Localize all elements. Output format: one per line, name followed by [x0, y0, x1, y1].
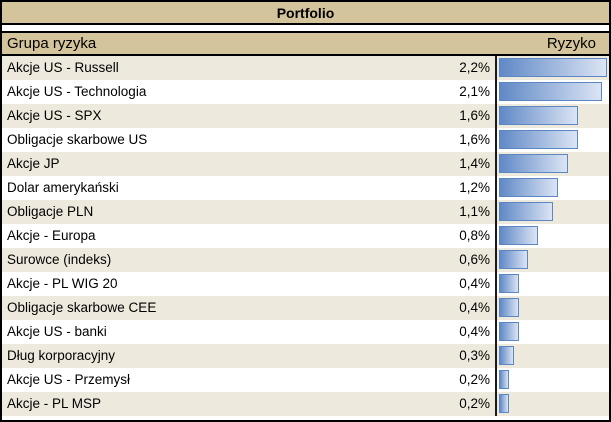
risk-data-bar [499, 106, 578, 125]
data-bar-cell [495, 80, 609, 104]
risk-data-bar [499, 346, 514, 365]
risk-group-label: Akcje - Europa [7, 228, 96, 243]
table-row: Akcje US - banki 0,4% [2, 320, 609, 344]
risk-value: 0,6% [459, 252, 490, 267]
table-row: Dolar amerykański 1,2% [2, 176, 609, 200]
column-header-risk: Ryzyko [546, 35, 596, 52]
data-bar-cell [495, 224, 609, 248]
risk-data-bar [499, 202, 554, 221]
data-bar-cell [495, 56, 609, 80]
table-row: Akcje US - Przemysł 0,2% [2, 368, 609, 392]
table-row: Akcje - Europa 0,8% [2, 224, 609, 248]
risk-value: 2,2% [459, 60, 490, 75]
header-spacer [2, 25, 609, 33]
risk-value: 1,2% [459, 180, 490, 195]
risk-value: 0,4% [459, 300, 490, 315]
risk-group-label: Obligacje skarbowe US [7, 132, 148, 147]
risk-group-label: Dolar amerykański [7, 180, 119, 195]
risk-group-label: Akcje JP [7, 156, 60, 171]
data-bar-cell [495, 248, 609, 272]
data-bar-cell [495, 152, 609, 176]
data-bar-cell [495, 320, 609, 344]
table-row: Akcje US - Russell 2,2% [2, 56, 609, 80]
data-bar-cell [495, 176, 609, 200]
risk-data-bar [499, 130, 578, 149]
risk-group-label: Akcje US - Technologia [7, 84, 147, 99]
data-bar-cell [495, 368, 609, 392]
data-bar-cell [495, 200, 609, 224]
risk-value: 1,1% [459, 204, 490, 219]
column-header-group: Grupa ryzyka [7, 35, 97, 52]
risk-data-bar [499, 274, 519, 293]
risk-group-label: Akcje US - banki [7, 324, 107, 339]
risk-value: 0,2% [459, 396, 490, 411]
data-bar-cell [495, 296, 609, 320]
table-row: Akcje US - Technologia 2,1% [2, 80, 609, 104]
risk-data-bar [499, 58, 608, 77]
risk-value: 0,3% [459, 348, 490, 363]
risk-data-bar [499, 250, 529, 269]
risk-data-bar [499, 178, 558, 197]
table-row: Obligacje PLN 1,1% [2, 200, 609, 224]
data-bar-cell [495, 104, 609, 128]
table-column-header: Grupa ryzyka Ryzyko [2, 33, 609, 56]
risk-group-label: Akcje - PL MSP [7, 396, 102, 411]
table-row: Akcje JP 1,4% [2, 152, 609, 176]
risk-group-label: Akcje US - Russell [7, 60, 119, 75]
risk-data-bar [499, 298, 519, 317]
risk-data-bar [499, 154, 568, 173]
table-row: Surowce (indeks) 0,6% [2, 248, 609, 272]
table-row: Obligacje skarbowe US 1,6% [2, 128, 609, 152]
risk-value: 0,8% [459, 228, 490, 243]
risk-group-label: Akcje - PL WIG 20 [7, 276, 118, 291]
risk-group-label: Akcje US - Przemysł [7, 372, 131, 387]
page-title: Portfolio [2, 2, 609, 25]
table-row: Obligacje skarbowe CEE 0,4% [2, 296, 609, 320]
risk-value: 1,4% [459, 156, 490, 171]
risk-group-label: Obligacje skarbowe CEE [7, 300, 157, 315]
risk-value: 0,4% [459, 276, 490, 291]
risk-group-label: Akcje US - SPX [7, 108, 102, 123]
risk-group-label: Dług korporacyjny [7, 348, 116, 363]
data-bar-cell [495, 344, 609, 368]
risk-data-bar [499, 82, 603, 101]
table-row: Akcje US - SPX 1,6% [2, 104, 609, 128]
risk-value: 1,6% [459, 108, 490, 123]
risk-group-label: Obligacje PLN [7, 204, 94, 219]
risk-value: 2,1% [459, 84, 490, 99]
data-bar-cell [495, 272, 609, 296]
table-row: Akcje - PL WIG 20 0,4% [2, 272, 609, 296]
risk-data-bar [499, 370, 509, 389]
risk-value: 0,4% [459, 324, 490, 339]
risk-value: 0,2% [459, 372, 490, 387]
risk-data-bar [499, 394, 509, 413]
risk-data-bar [499, 322, 519, 341]
table-body: Akcje US - Russell 2,2% Akcje US - Techn… [2, 56, 609, 416]
risk-group-label: Surowce (indeks) [7, 252, 112, 267]
risk-data-bar [499, 226, 539, 245]
table-row: Dług korporacyjny 0,3% [2, 344, 609, 368]
data-bar-cell [495, 392, 609, 416]
data-bar-cell [495, 128, 609, 152]
risk-value: 1,6% [459, 132, 490, 147]
table-row: Akcje - PL MSP 0,2% [2, 392, 609, 416]
